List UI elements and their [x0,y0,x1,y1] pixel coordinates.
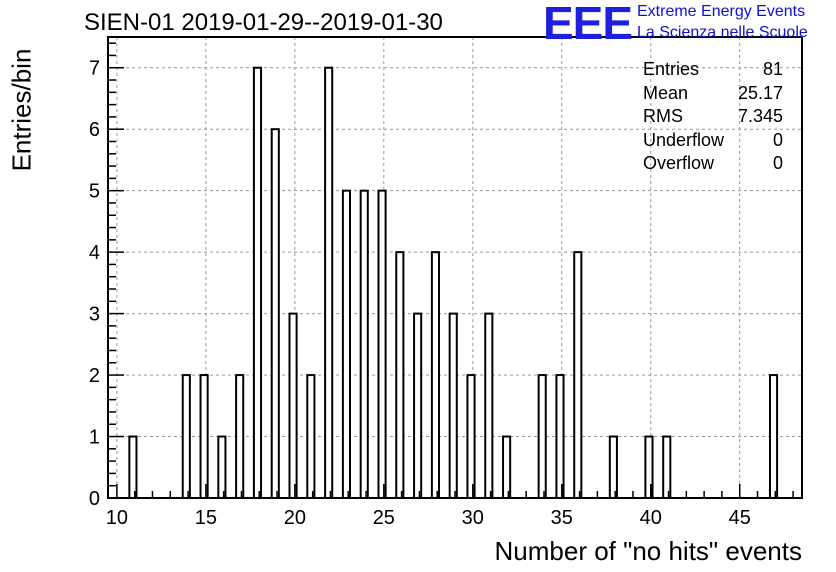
histogram-bar [484,312,494,499]
stats-box: Entries 81 Mean 25.17 RMS 7.345 Underflo… [643,58,783,176]
histogram-bar [555,374,565,500]
histogram-bar [217,435,227,499]
logo-line-2: La Scienza nelle Scuole [637,24,808,41]
axis-ticks [108,42,794,499]
stat-label: Underflow [643,129,725,150]
stat-row-entries: Entries 81 [643,58,783,82]
x-tick-label: 40 [640,507,662,529]
stat-label: Entries [643,59,700,79]
stat-row-rms: RMS 7.345 [643,105,783,129]
histogram-bar [324,66,334,499]
x-tick-label: 15 [195,507,217,529]
histogram-bar [537,374,547,500]
y-tick-label: 7 [89,58,100,80]
x-tick-label: 30 [462,507,484,529]
y-tick-label: 3 [89,304,100,326]
histogram-bar [199,374,209,500]
x-tick-label: 20 [284,507,306,529]
y-tick-label: 6 [89,119,100,141]
logo-mark: EEE [543,0,633,49]
histogram-bar [306,374,316,500]
logo-line-1: Extreme Energy Events [637,3,806,20]
x-tick-label: 25 [373,507,395,529]
histogram-bar [341,189,352,500]
histogram-bar [448,312,458,499]
histogram-bar [573,251,583,499]
histogram-bar [270,128,280,499]
y-axis-label: Entries/bin [6,48,37,172]
histogram-bar [288,312,298,499]
histogram-bar [359,189,369,500]
stat-label: Overflow [643,153,715,173]
y-tick-label: 5 [89,181,100,203]
chart-title: SIEN-01 2019-01-29--2019-01-30 [84,9,443,36]
x-tick-label: 35 [551,507,573,529]
stat-label: Mean [643,82,689,103]
x-tick-label: 10 [106,507,128,529]
histogram-bar [608,435,618,499]
histogram-bar [128,435,138,499]
histogram-bar [502,435,512,499]
y-tick-label: 0 [89,488,100,510]
x-axis-label: Number of "no hits" events [494,536,803,566]
histogram-bar [413,312,423,499]
histogram-bar [466,374,476,500]
histogram-bar [235,374,245,500]
y-tick-label: 4 [89,242,100,264]
y-tick-label: 2 [89,365,100,387]
histogram-bar [430,251,440,499]
histogram-bar [662,435,672,499]
histogram-bar [181,374,191,500]
histogram-bars [128,66,779,500]
y-tick-label: 1 [89,427,100,449]
stat-value: 0 [772,153,783,173]
stat-value: 0 [772,129,783,150]
stat-row-mean: Mean 25.17 [643,82,783,106]
stat-value: 25.17 [737,82,783,103]
histogram-bar [377,189,387,500]
histogram-bar [395,251,405,499]
stat-value: 7.345 [737,106,783,126]
stat-label: RMS [643,106,683,126]
stat-value: 81 [762,59,783,79]
x-tick-label: 45 [729,507,751,529]
stat-row-underflow: Underflow 0 [643,129,783,153]
histogram-bar [768,374,779,500]
histogram-bar [252,66,263,499]
stat-row-overflow: Overflow 0 [643,152,783,176]
